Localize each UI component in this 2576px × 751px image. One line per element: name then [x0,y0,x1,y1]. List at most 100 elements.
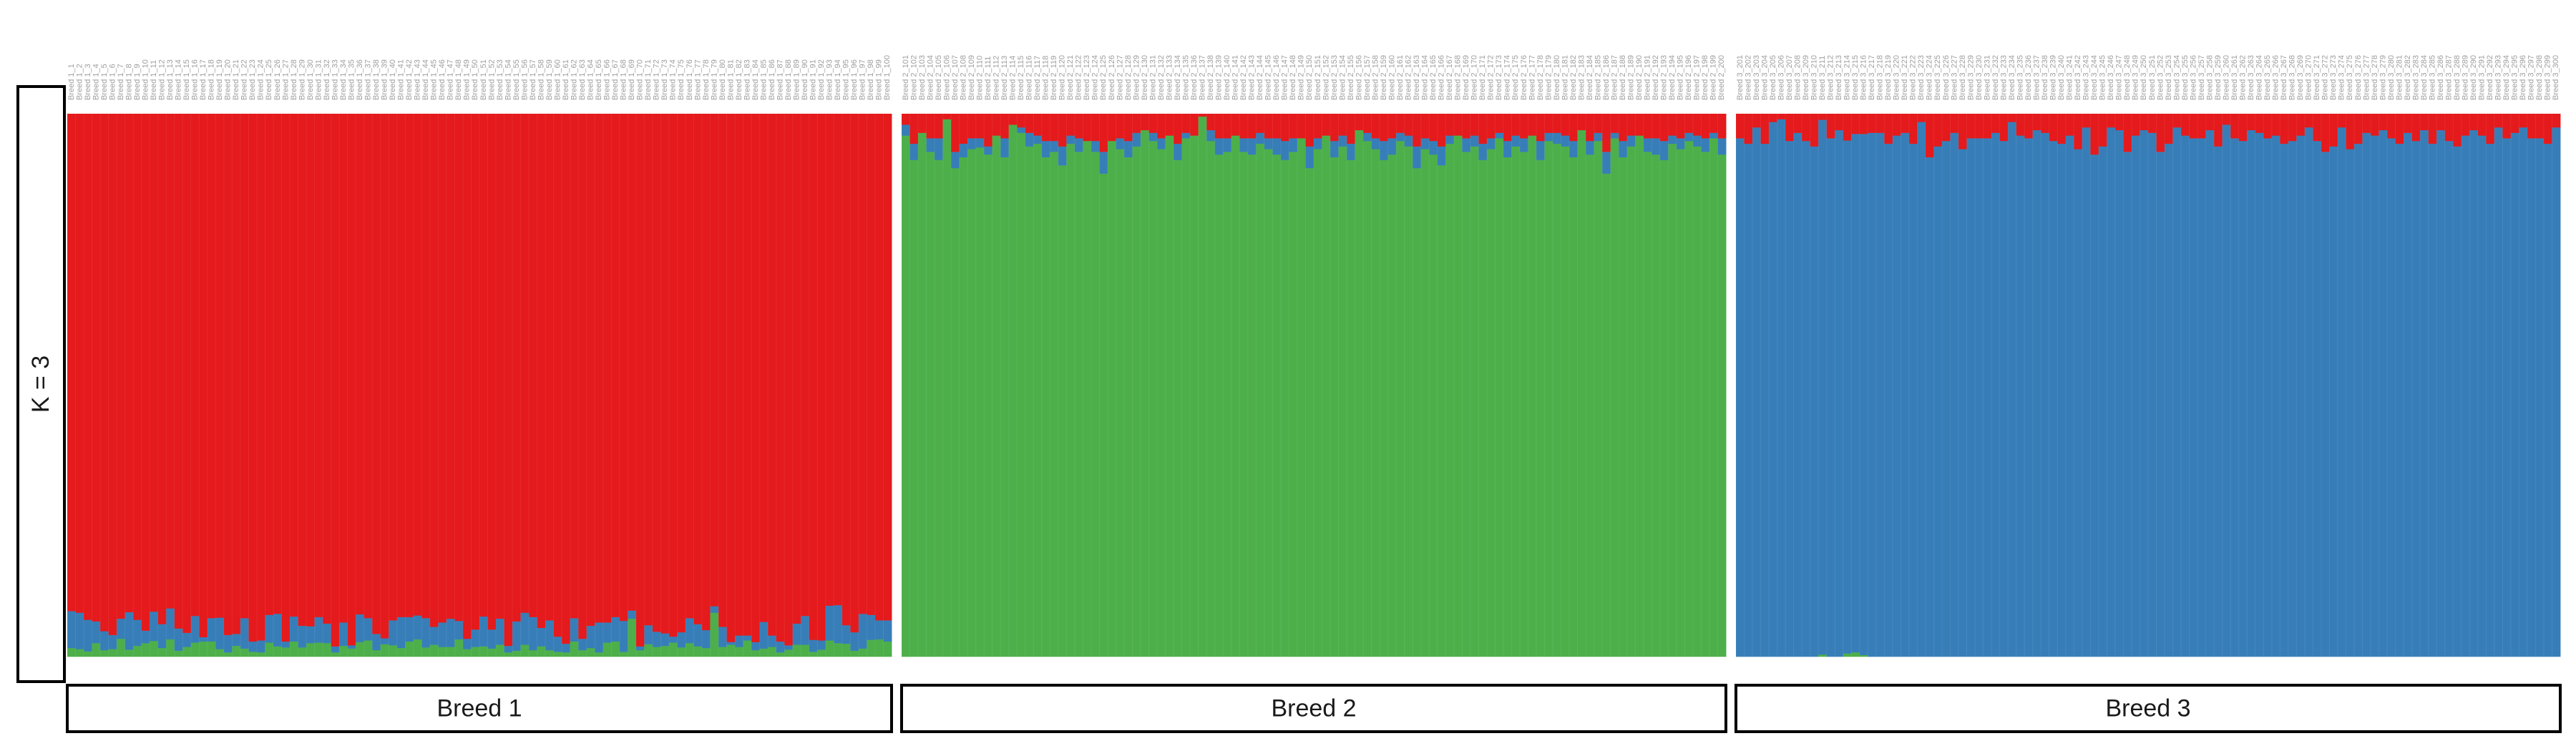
green-segment [504,652,513,657]
sample-tick-label: Breed 3_297 [2527,55,2536,100]
sample-bar [1916,114,1926,657]
sample-bar [1091,114,1100,657]
sample-bar [421,114,431,657]
sample-tick-label: Breed 2_196 [1684,55,1693,100]
red-segment [1594,114,1603,133]
sample-bar [1544,114,1553,657]
green-segment [1577,129,1586,657]
red-segment [1744,114,1753,144]
blue-segment [356,614,365,642]
red-segment [935,114,944,139]
blue-segment [1478,143,1488,160]
blue-segment [364,618,373,641]
sample-bar [759,114,769,657]
sample-bar [849,114,859,657]
blue-segment [1684,132,1694,142]
panel-strip-label: Breed 1 [436,695,522,722]
sample-tick-label: Breed 1_86 [768,59,776,100]
sample-tick-label: Breed 3_223 [1917,55,1926,100]
sample-bar [2073,114,2083,657]
red-segment [2065,114,2074,136]
sample-tick-label: Breed 3_255 [2181,55,2190,100]
sample-tick-label: Breed 3_201 [1736,55,1745,100]
sample-tick-label: Breed 2_133 [1165,55,1174,100]
blue-segment [182,632,192,647]
sample-bar [1355,114,1364,657]
blue-segment [726,642,736,645]
blue-segment [1544,132,1553,142]
sample-bar [1958,114,1968,657]
sample-tick-label: Breed 2_158 [1371,55,1380,100]
red-segment [2288,114,2297,142]
blue-segment [1619,140,1628,158]
sample-tick-label: Breed 2_143 [1248,55,1257,100]
red-segment [1701,114,1710,139]
blue-segment [545,620,555,651]
sample-tick-label: Breed 2_186 [1602,55,1611,100]
blue-segment [562,643,571,653]
sample-bar [1494,114,1504,657]
sample-bar [1933,114,1943,657]
blue-segment [2082,127,2091,657]
sample-tick-label: Breed 1_11 [150,60,158,100]
sample-tick-label: Breed 1_32 [323,59,331,100]
sample-tick-label: Breed 1_9 [133,64,142,100]
red-segment [1314,114,1322,139]
sample-bar [1974,114,1984,657]
red-segment [2214,114,2223,147]
green-segment [809,652,818,657]
red-segment [841,114,851,626]
sample-bar [1709,114,1718,657]
sample-tick-label: Breed 2_140 [1223,55,1231,100]
red-segment [1933,114,1943,147]
blue-segment [768,635,777,647]
blue-segment [1933,146,1943,657]
green-segment [644,644,653,657]
sample-tick-label: Breed 3_290 [2469,55,2478,100]
sample-tick-label: Breed 2_101 [902,55,910,100]
blue-segment [1717,138,1727,155]
sample-tick-label: Breed 2_169 [1462,55,1470,100]
sample-tick-label: Breed 3_219 [1884,55,1893,100]
red-segment [2527,114,2536,139]
sample-tick-label: Breed 2_157 [1363,55,1372,100]
sample-bar [413,114,422,657]
sample-bar [2131,114,2140,657]
blue-segment [1835,129,1844,657]
sample-tick-label: Breed 2_105 [935,55,943,100]
sample-tick-label: Breed 1_66 [603,59,612,100]
sample-bar [1288,114,1298,657]
sample-tick-label: Breed 2_145 [1264,55,1273,100]
sample-bar [2321,114,2330,657]
sample-tick-label: Breed 2_190 [1635,55,1644,100]
sample-bar [967,114,977,657]
sample-tick-label: Breed 2_192 [1652,55,1660,100]
sample-tick-label: Breed 2_178 [1536,55,1545,100]
sample-tick-label: Breed 2_135 [1181,55,1190,100]
blue-segment [984,146,993,155]
sample-tick-label: Breed 1_50 [471,59,479,100]
blue-segment [1371,138,1380,149]
blue-segment [677,632,686,648]
red-segment [356,114,365,615]
blue-segment [2263,138,2273,657]
blue-segment [2420,129,2429,657]
green-segment [1453,135,1463,657]
blue-segment [1652,138,1661,155]
green-segment [1280,159,1289,657]
blue-segment [2502,138,2512,657]
red-segment [1083,114,1092,142]
green-segment [396,647,406,657]
sample-tick-label: Breed 3_264 [2255,55,2264,100]
blue-segment [2461,135,2470,657]
sample-bar [643,114,653,657]
green-segment [1091,152,1100,657]
red-segment [248,114,258,642]
blue-segment [1752,127,1762,657]
blue-segment [926,138,935,152]
blue-segment [2238,140,2248,657]
sample-bar [149,114,159,657]
green-segment [1635,135,1644,657]
green-segment [1602,173,1611,657]
sample-bar [975,114,985,657]
